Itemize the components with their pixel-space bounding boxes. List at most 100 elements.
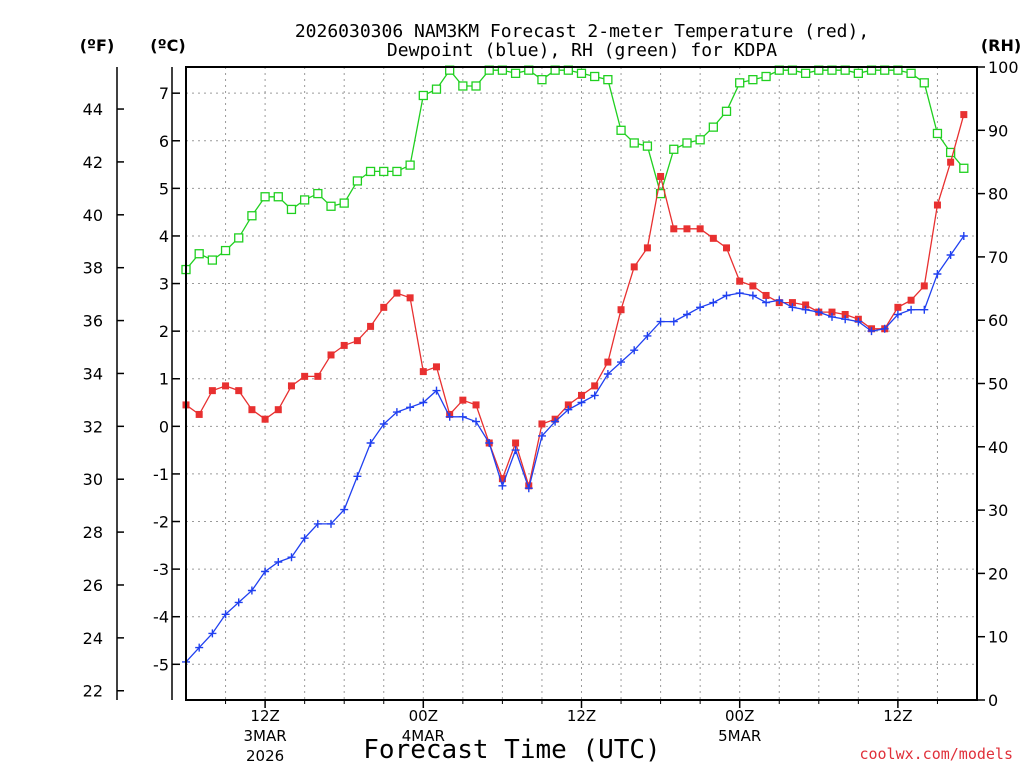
rh-tick-label: 80 [988,185,1008,204]
2-meter-temperature-point [578,391,585,399]
celsius-tick-label: -5 [153,655,169,674]
celsius-tick-label: -2 [153,513,169,532]
2-meter-temperature-point [393,289,401,297]
2-meter-temperature-point [301,372,309,380]
rh-point [365,166,376,177]
2-meter-temperature-point [261,415,269,423]
rh-point [260,192,270,202]
dewpoint-point [590,391,599,400]
dewpoint-point [656,317,665,326]
dewpoint-point [327,519,335,528]
dewpoint-point [854,317,863,326]
rh-point [339,198,349,208]
2-meter-temperature-point [696,225,704,233]
dewpoint-point [946,251,955,259]
rh-point [959,163,969,173]
rh-point [761,71,771,82]
dewpoint-point [959,232,968,240]
dewpoint-line [185,235,965,663]
dewpoint-point [445,412,454,421]
2-meter-temperature-point [670,225,678,233]
fahrenheit-tick-label: 34 [83,364,103,383]
rh-point [642,141,653,151]
dewpoint-point [432,386,441,395]
dewpoint-point [880,324,889,333]
dewpoint-point [775,296,784,305]
fahrenheit-tick-label: 30 [83,470,103,489]
fahrenheit-unit-label: (ºF) [80,36,115,55]
rh-point [326,201,336,211]
rh-point [510,68,521,78]
x-tick-label: 12Z [883,707,912,725]
celsius-tick-label: 4 [159,227,169,246]
2-meter-temperature-point [327,351,335,359]
chart-title-line2: Dewpoint (blue), RH (green) for KDPA [387,40,777,61]
celsius-tick-label: 1 [159,370,169,389]
dewpoint-point [208,629,217,638]
dewpoint-point [221,610,230,619]
2-meter-temperature-point [498,475,506,483]
dewpoint-point [458,412,467,421]
rh-point [576,68,587,78]
dewpoint-point [247,586,256,595]
rh-point [945,147,956,158]
dewpoint-point [551,417,560,426]
dewpoint-point [867,327,876,336]
2-meter-temperature-point [406,294,414,302]
fahrenheit-tick-label: 22 [83,682,103,701]
x-tick-date-label: 4MAR [402,727,445,745]
2-meter-temperature-point [353,337,361,345]
dewpoint-point [366,439,375,447]
x-axis-title: Forecast Time (UTC) [363,735,660,765]
rh-tick-label: 60 [988,311,1008,330]
2-meter-temperature-point [512,439,520,447]
2-meter-temperature-point [683,225,691,233]
dewpoint-point [907,305,916,314]
2-meter-temperature-series [182,111,968,490]
dewpoint-point [340,505,349,514]
2-meter-temperature-point [630,263,638,271]
rh-point [194,249,204,259]
celsius-tick-label: -4 [153,608,169,627]
rh-point [313,188,323,199]
dewpoint-point [524,484,533,493]
dewpoint-point [234,598,243,607]
2-meter-temperature-point [723,244,731,252]
2-meter-temperature-point [472,401,480,409]
2-meter-temperature-point [222,382,230,390]
dewpoint-point [603,370,612,378]
2-meter-temperature-point [933,201,941,209]
2-meter-temperature-point [367,322,375,330]
2-meter-temperature-point [235,387,243,395]
2-meter-temperature-point [947,158,955,166]
2-meter-temperature-point [274,406,282,414]
rh-point [919,78,929,88]
plot-frame [185,66,978,701]
2-meter-temperature-point [340,341,348,349]
2-meter-temperature-point [709,234,717,242]
dewpoint-point [392,408,401,417]
rh-point [234,233,244,243]
dewpoint-point [274,558,283,566]
dewpoint-point [379,420,388,428]
x-tick-label: 00Z [725,707,754,725]
2-meter-temperature-point [419,368,427,376]
2-meter-temperature-point [788,299,796,307]
dewpoint-point [195,643,204,652]
dewpoint-point [814,308,823,317]
2-meter-temperature-point [762,291,770,299]
dewpoint-point [419,398,428,407]
dewpoint-point [828,312,836,321]
2-meter-temperature-point [643,244,651,252]
rh-point [220,245,231,256]
dewpoint-point [683,310,691,319]
rh-unit-label: (RH) [981,36,1021,55]
2-meter-temperature-point [657,172,665,180]
rh-point [273,192,283,202]
x-tick-date-label: 5MAR [718,727,761,745]
dewpoint-point [630,346,639,355]
dewpoint-point [893,310,902,319]
2-meter-temperature-point [591,382,599,390]
rh-point [352,176,363,186]
rh-tick-label: 90 [988,121,1008,140]
